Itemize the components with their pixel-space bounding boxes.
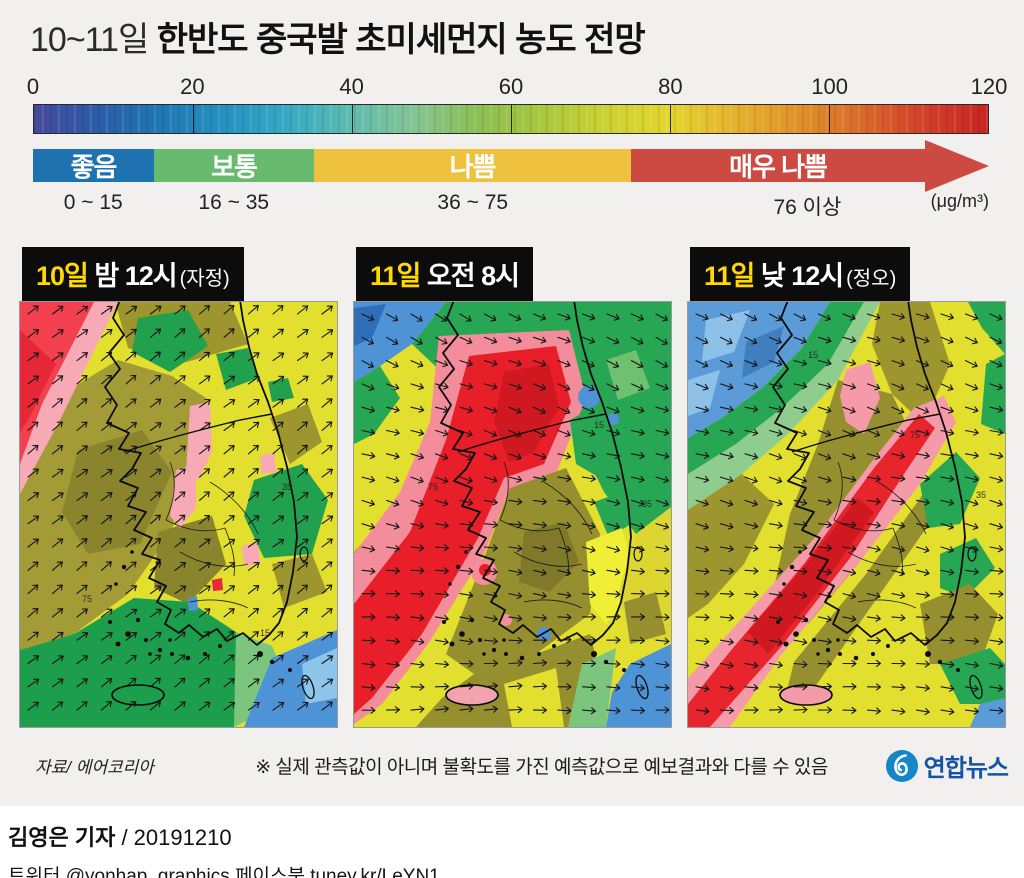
publish-date: / 20191210 [115, 825, 232, 850]
scale-arrowhead [924, 139, 989, 192]
scale-divider [829, 105, 830, 133]
forecast-panel-3: 11일 낮 12시 (정오) 75 15 35 [687, 247, 1006, 728]
scale-tick: 0 [26, 74, 40, 99]
svg-text:35: 35 [282, 482, 292, 492]
byline: 김영은 기자 / 20191210 [0, 806, 1024, 852]
scale-tick: 80 [658, 74, 683, 99]
yonhap-logo: 연합뉴스 [858, 748, 1009, 783]
yonhap-logo-text: 연합뉴스 [923, 755, 1009, 782]
panel-header-1: 10일 밤 12시 (자정) [22, 247, 244, 302]
title-main: 한반도 중국발 초미세먼지 농도 전망 [148, 21, 646, 59]
category-range: 36 ~ 75 [437, 191, 509, 214]
scale-divider [511, 105, 512, 133]
forecast-map-1: 35 75 15 [19, 301, 338, 728]
category-seg-16 ~ 35: 보통 [154, 149, 315, 182]
svg-text:15: 15 [594, 420, 604, 430]
footnote-row: 자료/ 에어코리아 ※ 실제 관측값이 아니며 불확도를 가진 예측값으로 예보… [0, 748, 1024, 783]
concentration-scale: 0 20 40 60 80 100 120 좋음 보통 나쁨 매우 나쁨 0 ~ 15 16 ~ 3… [27, 74, 1007, 221]
forecast-map-3: 75 15 35 [687, 301, 1006, 728]
panel-header-2: 11일 오전 8시 [356, 247, 533, 302]
svg-text:75: 75 [910, 430, 920, 440]
svg-text:15: 15 [260, 628, 270, 638]
reporter-name: 김영은 기자 [8, 825, 116, 850]
scale-gradient-bar [33, 104, 989, 134]
credits-area: 김영은 기자 / 20191210 트위터 @yonhap_graphics 페… [0, 806, 1024, 878]
category-bar: 좋음 보통 나쁨 매우 나쁨 [33, 139, 989, 192]
scale-tick: 20 [180, 74, 205, 99]
panel-time: 낮 12시 [754, 261, 844, 291]
category-seg-76 이상: 매우 나쁨 [631, 149, 926, 182]
scale-tick: 100 [811, 74, 849, 99]
category-range: 0 ~ 15 [63, 191, 123, 214]
unit-label: (μg/m³) [930, 191, 989, 211]
forecast-map-2: 75 15 35 [353, 301, 672, 728]
forecast-panels: 10일 밤 12시 (자정) 35 75 15 11일 오전 8시 75 15 35 11일 낮 … [19, 247, 1006, 728]
scale-divider [351, 105, 353, 133]
graphic-body: 10~11일 한반도 중국발 초미세먼지 농도 전망 0 20 40 60 80 100 1… [0, 0, 1024, 806]
panel-time: 밤 12시 [87, 261, 177, 291]
forecast-panel-2: 11일 오전 8시 75 15 35 [353, 247, 672, 728]
data-source: 자료/ 에어코리아 [35, 758, 154, 777]
svg-text:35: 35 [976, 490, 986, 500]
category-ranges: 0 ~ 15 16 ~ 35 36 ~ 75 76 이상 (μg/m³) [33, 191, 989, 221]
panel-header-3: 11일 낮 12시 (정오) [690, 247, 911, 302]
svg-text:75: 75 [428, 482, 438, 492]
scale-tick: 60 [498, 74, 524, 99]
scale-tick: 120 [970, 74, 1008, 99]
category-range: 16 ~ 35 [198, 191, 270, 214]
category-range: 76 이상 [773, 196, 842, 219]
title-date-range: 10~11일 [30, 21, 149, 59]
panel-day: 11일 [370, 261, 421, 291]
scale-ticks: 0 20 40 60 80 100 120 [27, 74, 1007, 100]
panel-time-suffix: (자정) [179, 268, 230, 290]
category-seg-36 ~ 75: 나쁨 [314, 149, 632, 182]
social-links: 트위터 @yonhap_graphics 페이스북 tuney.kr/LeYN1 [8, 866, 440, 878]
category-seg-0 ~ 15: 좋음 [33, 149, 155, 182]
panel-day: 11일 [704, 261, 755, 291]
panel-time-suffix: (정오) [846, 268, 897, 290]
panel-time: 오전 8시 [420, 261, 520, 291]
scale-tick: 40 [339, 74, 364, 99]
page-title: 10~11일 한반도 중국발 초미세먼지 농도 전망 [0, 0, 1024, 60]
panel-day: 10일 [36, 261, 89, 291]
svg-text:15: 15 [808, 350, 818, 360]
disclaimer: ※ 실제 관측값이 아니며 불확도를 가진 예측값으로 예보결과와 다를 수 있… [255, 757, 828, 778]
forecast-panel-1: 10일 밤 12시 (자정) 35 75 15 [19, 247, 338, 728]
scale-divider [192, 105, 194, 133]
yonhap-logo-icon [885, 749, 918, 782]
svg-text:75: 75 [82, 594, 92, 604]
scale-divider [669, 105, 671, 133]
svg-text:35: 35 [642, 499, 652, 509]
